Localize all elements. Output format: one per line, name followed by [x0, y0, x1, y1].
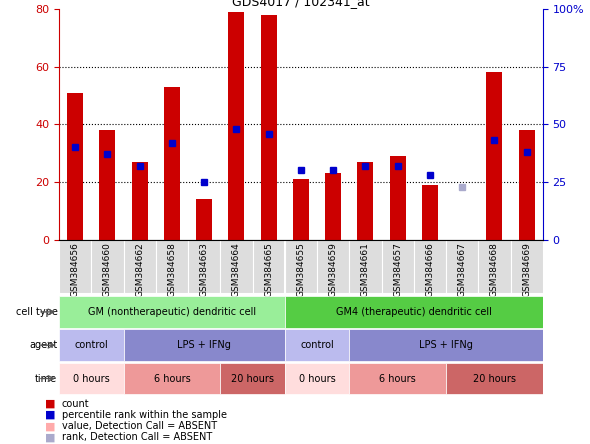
- Bar: [285, 329, 349, 361]
- Text: 20 hours: 20 hours: [231, 373, 274, 384]
- Bar: [478, 240, 510, 293]
- Text: 0 hours: 0 hours: [73, 373, 110, 384]
- Text: rank, Detection Call = ABSENT: rank, Detection Call = ABSENT: [62, 432, 212, 442]
- Text: ■: ■: [45, 421, 55, 431]
- Bar: [123, 362, 220, 395]
- Bar: [220, 362, 285, 395]
- Text: GSM384663: GSM384663: [199, 242, 209, 297]
- Bar: [261, 15, 277, 240]
- Title: GDS4017 / 102341_at: GDS4017 / 102341_at: [232, 0, 370, 8]
- Bar: [188, 240, 220, 293]
- Bar: [59, 362, 123, 395]
- Bar: [389, 156, 406, 240]
- Text: GM4 (therapeutic) dendritic cell: GM4 (therapeutic) dendritic cell: [336, 307, 491, 317]
- Bar: [196, 199, 212, 240]
- Bar: [123, 240, 156, 293]
- Text: count: count: [62, 399, 90, 409]
- Text: GSM384668: GSM384668: [490, 242, 499, 297]
- Bar: [67, 93, 83, 240]
- Text: control: control: [74, 340, 108, 350]
- Bar: [164, 87, 180, 240]
- Text: GSM384664: GSM384664: [232, 242, 241, 297]
- Text: GSM384665: GSM384665: [264, 242, 273, 297]
- Bar: [285, 240, 317, 293]
- Bar: [220, 240, 253, 293]
- Text: GSM384669: GSM384669: [522, 242, 531, 297]
- Text: ■: ■: [45, 432, 55, 442]
- Bar: [446, 362, 543, 395]
- Text: value, Detection Call = ABSENT: value, Detection Call = ABSENT: [62, 421, 217, 431]
- Text: ■: ■: [45, 410, 55, 420]
- Bar: [228, 12, 244, 240]
- Bar: [349, 240, 382, 293]
- Bar: [519, 130, 535, 240]
- Text: 6 hours: 6 hours: [379, 373, 416, 384]
- Bar: [422, 185, 438, 240]
- Bar: [59, 240, 91, 293]
- Text: 0 hours: 0 hours: [299, 373, 335, 384]
- Bar: [317, 240, 349, 293]
- Text: ■: ■: [45, 399, 55, 409]
- Bar: [414, 240, 446, 293]
- Bar: [253, 240, 285, 293]
- Bar: [132, 162, 148, 240]
- Text: LPS + IFNg: LPS + IFNg: [177, 340, 231, 350]
- Bar: [156, 240, 188, 293]
- Bar: [59, 296, 285, 328]
- Text: GSM384655: GSM384655: [296, 242, 306, 297]
- Text: GSM384658: GSM384658: [168, 242, 176, 297]
- Bar: [59, 329, 123, 361]
- Text: control: control: [300, 340, 334, 350]
- Bar: [99, 130, 116, 240]
- Bar: [358, 162, 373, 240]
- Text: GM (nontherapeutic) dendritic cell: GM (nontherapeutic) dendritic cell: [88, 307, 256, 317]
- Bar: [382, 240, 414, 293]
- Text: GSM384667: GSM384667: [458, 242, 467, 297]
- Bar: [285, 362, 349, 395]
- Bar: [510, 240, 543, 293]
- Text: cell type: cell type: [15, 307, 57, 317]
- Bar: [91, 240, 123, 293]
- Text: GSM384662: GSM384662: [135, 242, 144, 297]
- Text: 6 hours: 6 hours: [153, 373, 190, 384]
- Bar: [293, 179, 309, 240]
- Text: 20 hours: 20 hours: [473, 373, 516, 384]
- Bar: [123, 329, 285, 361]
- Text: time: time: [35, 373, 57, 384]
- Text: agent: agent: [29, 340, 57, 350]
- Text: GSM384659: GSM384659: [329, 242, 337, 297]
- Bar: [285, 296, 543, 328]
- Text: GSM384661: GSM384661: [361, 242, 370, 297]
- Text: GSM384656: GSM384656: [71, 242, 80, 297]
- Text: GSM384666: GSM384666: [425, 242, 434, 297]
- Bar: [486, 72, 503, 240]
- Text: GSM384657: GSM384657: [393, 242, 402, 297]
- Text: GSM384660: GSM384660: [103, 242, 112, 297]
- Text: LPS + IFNg: LPS + IFNg: [419, 340, 473, 350]
- Text: percentile rank within the sample: percentile rank within the sample: [62, 410, 227, 420]
- Bar: [325, 174, 341, 240]
- Bar: [446, 240, 478, 293]
- Bar: [349, 329, 543, 361]
- Bar: [349, 362, 446, 395]
